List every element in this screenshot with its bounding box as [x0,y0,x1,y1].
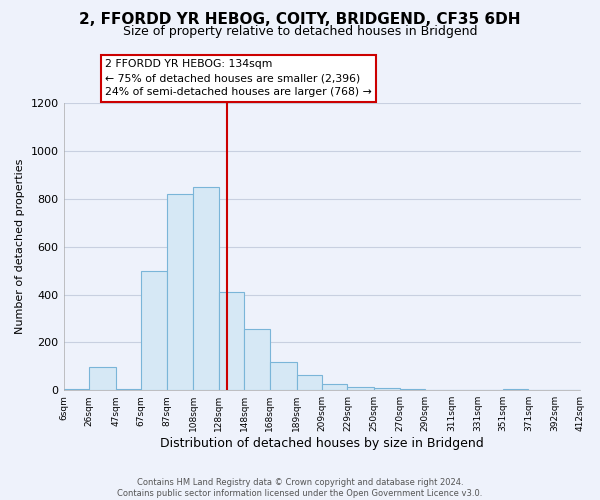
Bar [347,386,374,390]
Bar [322,384,347,390]
Y-axis label: Number of detached properties: Number of detached properties [15,159,25,334]
Bar [89,368,116,390]
Text: Contains HM Land Registry data © Crown copyright and database right 2024.
Contai: Contains HM Land Registry data © Crown c… [118,478,482,498]
Bar [296,374,322,390]
Bar [219,292,244,390]
Bar [193,187,219,390]
Bar [374,388,400,390]
Text: 2 FFORDD YR HEBOG: 134sqm
← 75% of detached houses are smaller (2,396)
24% of se: 2 FFORDD YR HEBOG: 134sqm ← 75% of detac… [105,60,371,98]
Bar [244,329,270,390]
Bar [270,362,296,390]
Bar [167,194,193,390]
Text: Size of property relative to detached houses in Bridgend: Size of property relative to detached ho… [123,25,477,38]
Bar [141,270,167,390]
Text: 2, FFORDD YR HEBOG, COITY, BRIDGEND, CF35 6DH: 2, FFORDD YR HEBOG, COITY, BRIDGEND, CF3… [79,12,521,28]
X-axis label: Distribution of detached houses by size in Bridgend: Distribution of detached houses by size … [160,437,484,450]
